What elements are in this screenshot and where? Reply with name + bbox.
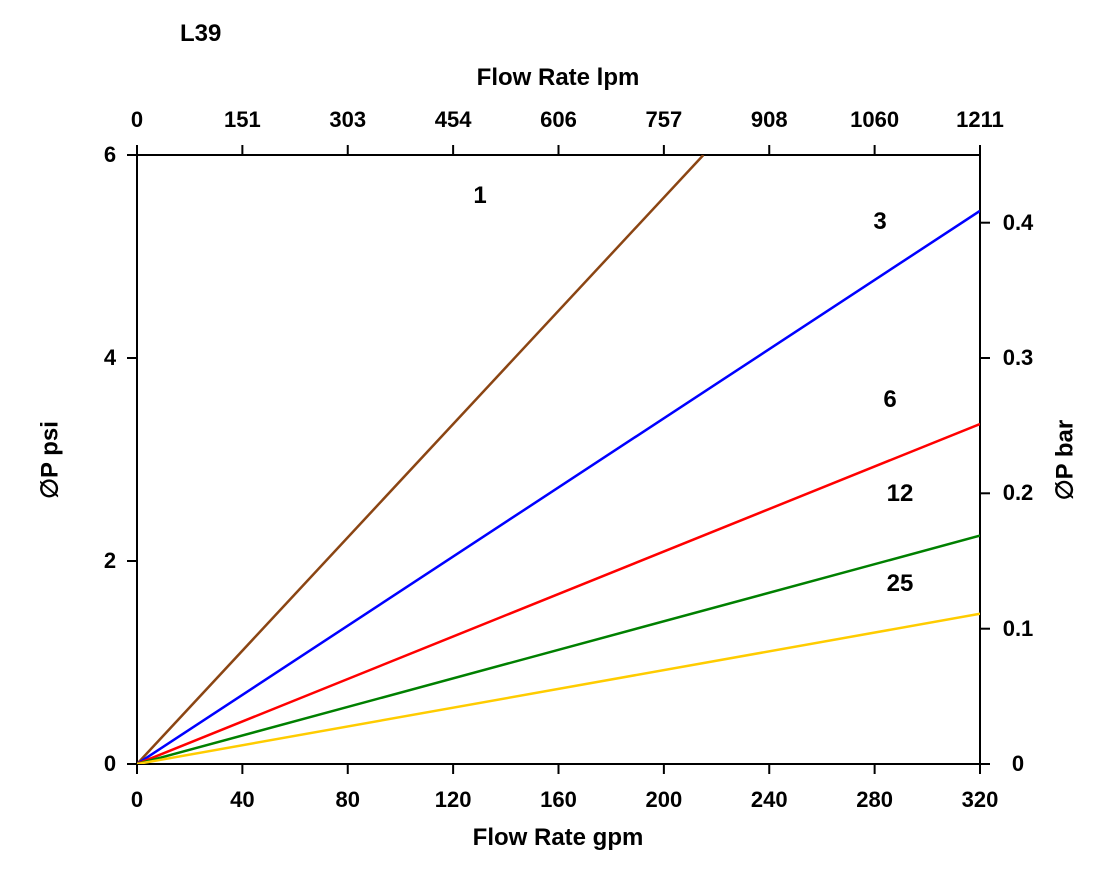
y-right-tick-label: 0.1 xyxy=(1003,616,1034,642)
series-line-12 xyxy=(137,536,980,764)
x-bottom-tick-label: 0 xyxy=(131,787,143,813)
y-left-tick-label: 4 xyxy=(104,345,116,371)
x-top-tick-label: 606 xyxy=(540,107,577,133)
x-top-tick-label: 1060 xyxy=(850,107,899,133)
series-label-25: 25 xyxy=(887,570,914,598)
x-bottom-tick-label: 160 xyxy=(540,787,577,813)
x-top-tick-label: 908 xyxy=(751,107,788,133)
x-bottom-tick-label: 40 xyxy=(230,787,254,813)
series-line-1 xyxy=(137,155,703,764)
y-right-tick-label: 0.2 xyxy=(1003,480,1034,506)
x-top-tick-label: 757 xyxy=(646,107,683,133)
y-left-tick-label: 0 xyxy=(104,751,116,777)
x-top-tick-label: 1211 xyxy=(956,107,1004,133)
x-bottom-tick-label: 320 xyxy=(962,787,999,813)
series-label-12: 12 xyxy=(887,480,914,508)
pressure-drop-chart: L39 Flow Rate lpm Flow Rate gpm ∅P psi ∅… xyxy=(0,0,1105,891)
y-left-tick-label: 2 xyxy=(104,548,116,574)
series-label-1: 1 xyxy=(473,182,486,210)
x-top-tick-label: 0 xyxy=(131,107,143,133)
x-bottom-tick-label: 280 xyxy=(856,787,893,813)
y-left-tick-label: 6 xyxy=(104,142,116,168)
y-right-tick-label: 0.3 xyxy=(1003,345,1034,371)
series-label-3: 3 xyxy=(873,208,886,236)
y-right-tick-label: 0.4 xyxy=(1003,210,1034,236)
series-label-6: 6 xyxy=(883,386,896,414)
x-bottom-tick-label: 240 xyxy=(751,787,788,813)
series-line-6 xyxy=(137,424,980,764)
x-top-tick-label: 303 xyxy=(329,107,366,133)
x-bottom-tick-label: 80 xyxy=(336,787,360,813)
x-top-tick-label: 454 xyxy=(435,107,472,133)
x-bottom-tick-label: 200 xyxy=(646,787,683,813)
series-line-3 xyxy=(137,211,980,764)
series-line-25 xyxy=(137,614,980,764)
plot-area xyxy=(0,0,1105,891)
y-right-tick-label: 0 xyxy=(1012,751,1024,777)
x-top-tick-label: 151 xyxy=(224,107,261,133)
x-bottom-tick-label: 120 xyxy=(435,787,472,813)
